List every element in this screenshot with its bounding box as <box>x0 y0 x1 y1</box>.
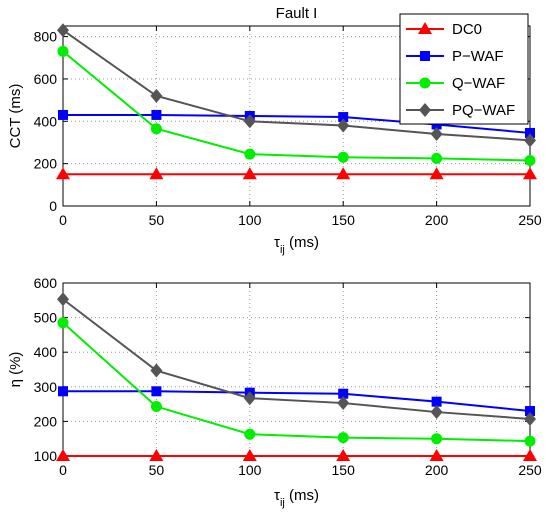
data-point <box>57 23 69 38</box>
data-point <box>524 133 536 148</box>
y-tick-label: 400 <box>34 344 58 360</box>
data-point <box>57 317 69 329</box>
data-point <box>431 433 443 445</box>
data-point <box>429 167 444 180</box>
legend-label: Q−WAF <box>452 75 505 92</box>
data-point <box>524 154 536 166</box>
data-point <box>150 401 162 413</box>
series-line <box>62 50 531 162</box>
series-1 <box>56 449 537 461</box>
data-point <box>524 435 536 447</box>
x-tick-label: 200 <box>425 462 449 478</box>
x-tick-label: 250 <box>518 462 542 478</box>
data-point <box>429 449 444 461</box>
data-point <box>242 167 257 180</box>
legend-label: P−WAF <box>452 48 504 65</box>
x-tick-label: 0 <box>59 462 67 478</box>
y-tick-label: 600 <box>34 71 58 87</box>
y-tick-label: 0 <box>49 198 57 214</box>
y-tick-label: 100 <box>34 448 58 464</box>
x-tick-label: 150 <box>332 462 356 478</box>
data-point <box>525 127 535 138</box>
y-axis-label: CCT (ms) <box>7 84 24 149</box>
legend-marker <box>419 77 431 89</box>
data-point <box>524 411 536 426</box>
y-tick-label: 200 <box>34 156 58 172</box>
data-point <box>338 388 349 399</box>
legend-marker <box>418 22 432 34</box>
data-point <box>431 152 443 164</box>
y-tick-label: 300 <box>34 379 58 395</box>
data-point <box>523 167 537 180</box>
data-point <box>337 432 349 444</box>
x-tick-label: 150 <box>332 212 356 228</box>
y-tick-label: 200 <box>34 413 58 429</box>
data-point <box>336 167 351 180</box>
data-point <box>151 109 162 120</box>
data-point <box>149 449 164 461</box>
legend: DC0 P−WAF Q−WAF PQ−WAF <box>399 13 529 125</box>
y-tick-label: 400 <box>34 113 58 129</box>
x-tick-label: 100 <box>238 462 262 478</box>
series-4 <box>57 23 536 148</box>
data-point <box>56 167 70 180</box>
y-tick-label: 500 <box>34 310 58 326</box>
data-point <box>150 363 163 378</box>
series-3 <box>57 317 536 447</box>
y-tick-label: 800 <box>34 29 58 45</box>
data-point <box>57 292 69 307</box>
series-line <box>62 322 531 443</box>
data-point <box>525 406 535 417</box>
y-tick-label: 600 <box>34 275 58 291</box>
x-tick-label: 0 <box>59 212 67 228</box>
data-point <box>244 148 256 160</box>
legend-label: DC0 <box>452 21 482 38</box>
data-point <box>336 449 351 461</box>
data-point <box>58 386 68 397</box>
y-axis-label: η (%) <box>7 352 24 388</box>
data-point <box>430 127 443 141</box>
x-tick-label: 250 <box>518 212 542 228</box>
x-tick-label: 100 <box>238 212 262 228</box>
data-point <box>244 428 256 440</box>
x-axis-label: τij (ms) <box>274 234 319 256</box>
data-point <box>430 405 443 420</box>
legend-marker <box>419 103 431 117</box>
legend-marker <box>420 51 430 61</box>
data-point <box>242 449 257 461</box>
series-1 <box>56 167 537 180</box>
chart-panel-1: 0 50 100 150 200 250 0 200 400 600 800 Fault I τij (… <box>7 5 542 256</box>
x-axis-label: τij (ms) <box>274 487 319 509</box>
x-tick-label: 50 <box>149 212 165 228</box>
data-point <box>337 151 349 163</box>
chart-title: Fault I <box>276 5 318 22</box>
x-tick-label: 200 <box>425 212 449 228</box>
data-point <box>56 449 70 461</box>
data-point <box>149 167 164 180</box>
data-point <box>337 396 350 411</box>
data-point <box>58 109 68 120</box>
series-3 <box>57 45 536 166</box>
data-point <box>338 112 349 123</box>
data-point <box>150 123 162 135</box>
data-point <box>523 449 537 461</box>
data-point <box>151 386 162 397</box>
axes-box <box>62 282 531 457</box>
data-point <box>337 118 350 133</box>
series-4 <box>57 292 536 426</box>
series-line <box>62 298 531 420</box>
chart-panel-2: 0 50 100 150 200 250 100 200 300 400 500 600 τij (ms… <box>7 275 542 509</box>
data-point <box>431 396 442 407</box>
data-point <box>150 88 163 103</box>
data-point <box>57 45 69 57</box>
series-line <box>62 29 531 142</box>
legend-label: PQ−WAF <box>452 102 515 119</box>
x-tick-label: 50 <box>149 462 165 478</box>
data-point <box>243 391 256 406</box>
data-point <box>243 114 256 129</box>
